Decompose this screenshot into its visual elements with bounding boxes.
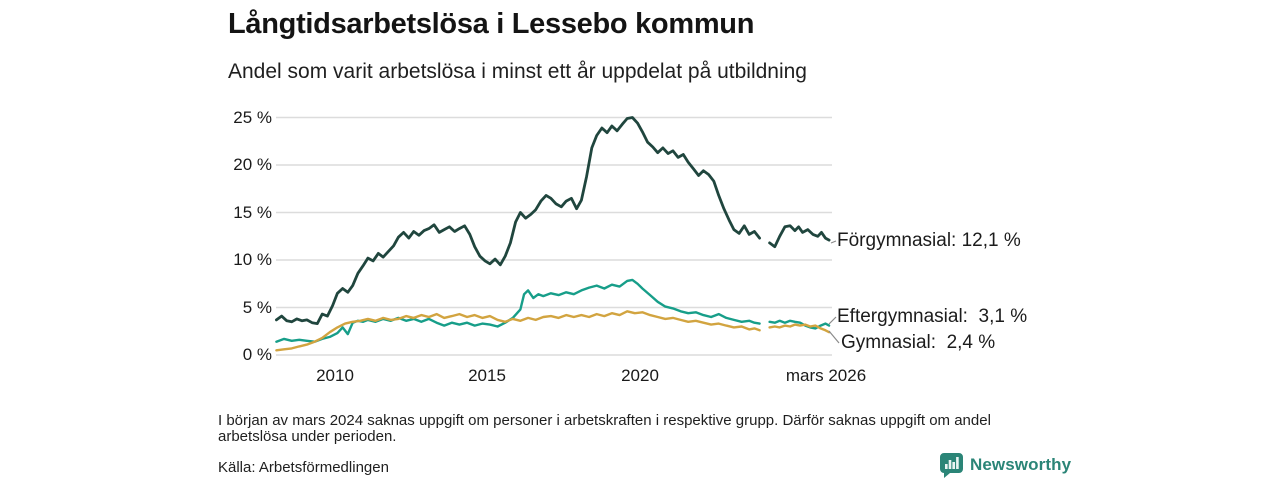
- leader-lines: [828, 240, 840, 344]
- gridlines: [276, 116, 832, 356]
- y-tick-15: 15 %: [233, 203, 272, 222]
- series-label-gymnasial: Gymnasial: 2,4 %: [841, 332, 996, 353]
- series-lines: [274, 116, 831, 352]
- y-tick-5: 5 %: [242, 298, 272, 317]
- x-tick-2020: 2020: [621, 366, 659, 385]
- newsworthy-brand: Newsworthy: [940, 452, 1071, 478]
- footnote: I början av mars 2024 saknas uppgift om …: [218, 412, 991, 445]
- series-label-forgymnasial: Förgymnasial: 12,1 %: [837, 230, 1021, 251]
- y-tick-0: 0 %: [242, 345, 272, 364]
- newsworthy-logo-icon: [940, 452, 963, 478]
- series-line-gymnasial: [768, 323, 831, 334]
- chart-subtitle: Andel som varit arbetslösa i minst ett å…: [228, 60, 807, 83]
- leader-line-eftergymnasial: [828, 316, 837, 325]
- x-tick-2010: 2010: [316, 366, 354, 385]
- series-line-eftergymnasial: [768, 319, 831, 330]
- x-tick-2015: 2015: [468, 366, 506, 385]
- leader-line-gymnasial: [828, 330, 840, 344]
- series-line-gymnasial: [275, 310, 761, 352]
- series-line-förgymnasial: [768, 224, 831, 249]
- y-tick-10: 10 %: [233, 250, 272, 269]
- source-line: Källa: Arbetsförmedlingen: [218, 459, 389, 476]
- leader-line-forgymnasial: [830, 240, 837, 244]
- series-line-förgymnasial: [274, 116, 761, 326]
- series-label-eftergymnasial: Eftergymnasial: 3,1 %: [837, 306, 1028, 327]
- x-tick-mars2026: mars 2026: [785, 366, 867, 385]
- y-tick-20: 20 %: [233, 155, 272, 174]
- chart-title: Långtidsarbetslösa i Lessebo kommun: [228, 8, 755, 40]
- newsworthy-wordmark: Newsworthy: [970, 455, 1072, 474]
- y-tick-25: 25 %: [233, 108, 272, 127]
